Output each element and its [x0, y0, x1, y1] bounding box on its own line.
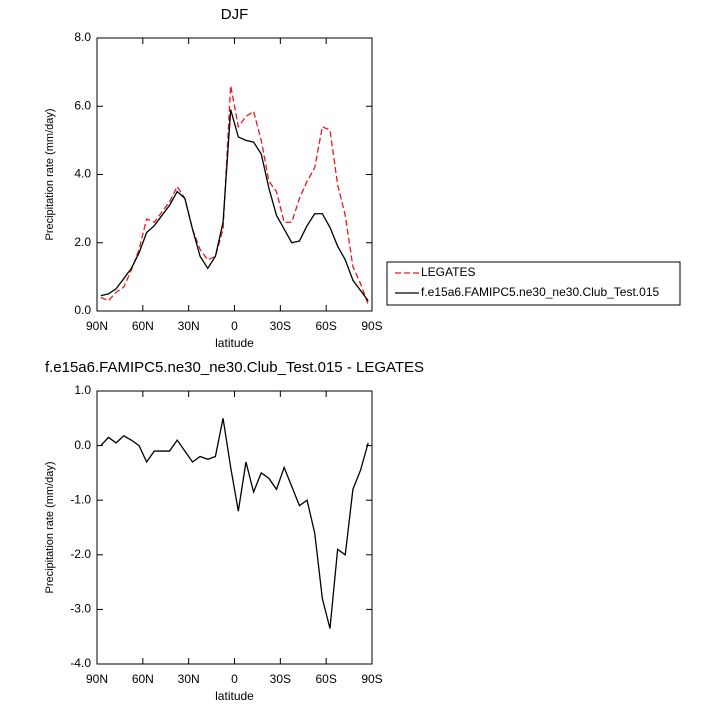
- x-tick-label: 90N: [86, 672, 108, 686]
- x-tick-label: 90S: [361, 319, 382, 333]
- x-axis-label: latitude: [215, 336, 254, 350]
- y-tick-label: 2.0: [74, 235, 91, 249]
- x-tick-label: 90S: [361, 672, 382, 686]
- legend-label: LEGATES: [421, 265, 475, 279]
- y-tick-label: 1.0: [74, 383, 91, 397]
- y-tick-label: -2.0: [70, 547, 91, 561]
- x-tick-label: 60S: [315, 319, 336, 333]
- x-tick-label: 60N: [132, 319, 154, 333]
- y-tick-label: -3.0: [70, 602, 91, 616]
- x-axis-label: latitude: [215, 689, 254, 703]
- x-tick-label: 30S: [270, 319, 291, 333]
- y-tick-label: -4.0: [70, 656, 91, 670]
- x-tick-label: 60N: [132, 672, 154, 686]
- plot-frame: [96, 37, 373, 312]
- y-tick-label: 0.0: [74, 438, 91, 452]
- x-tick-label: 60S: [315, 672, 336, 686]
- y-axis-label: Precipitation rate (mm/day): [44, 461, 56, 593]
- x-tick-label: 0: [231, 319, 238, 333]
- y-tick-label: 6.0: [74, 98, 91, 112]
- data-line: [100, 85, 369, 305]
- x-tick-label: 30N: [178, 319, 200, 333]
- x-tick-label: 30S: [270, 672, 291, 686]
- x-tick-label: 90N: [86, 319, 108, 333]
- y-tick-label: 4.0: [74, 167, 91, 181]
- y-tick-label: 8.0: [74, 30, 91, 44]
- legend-box: [386, 261, 681, 306]
- chart-title: DJF: [221, 6, 249, 23]
- data-line: [100, 109, 369, 302]
- y-axis-label: Precipitation rate (mm/day): [44, 108, 56, 240]
- chart-title: f.e15a6.FAMIPC5.ne30_ne30.Club_Test.015 …: [45, 359, 424, 376]
- legend-label: f.e15a6.FAMIPC5.ne30_ne30.Club_Test.015: [421, 285, 659, 299]
- x-tick-label: 0: [231, 672, 238, 686]
- y-tick-label: -1.0: [70, 492, 91, 506]
- data-line: [100, 418, 369, 629]
- y-tick-label: 0.0: [74, 303, 91, 317]
- x-tick-label: 30N: [178, 672, 200, 686]
